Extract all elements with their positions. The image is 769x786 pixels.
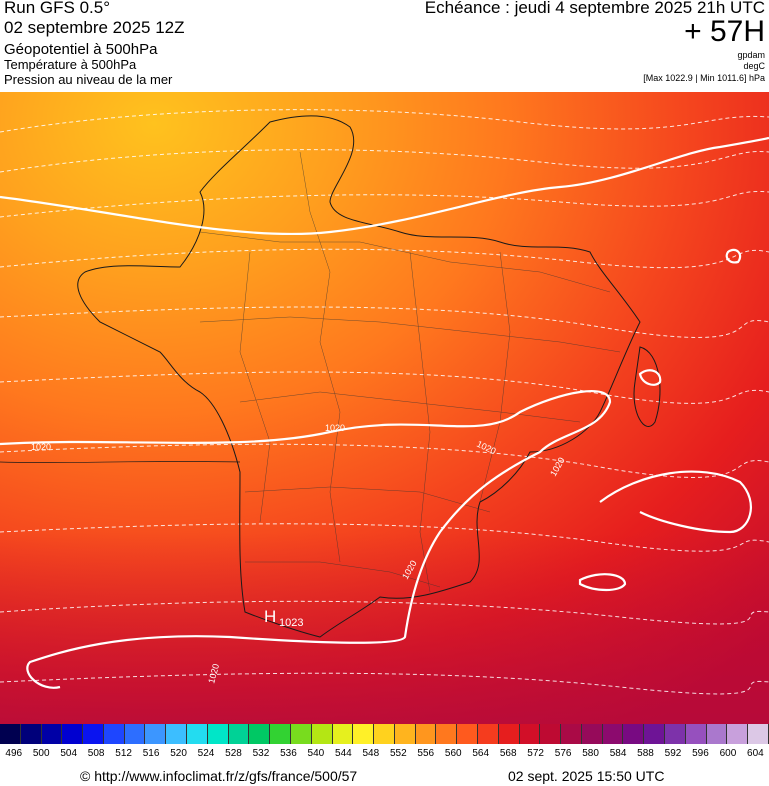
color-swatch: [228, 724, 250, 744]
color-swatch: [353, 724, 375, 744]
color-swatch: [374, 724, 395, 744]
bottom-band: [0, 532, 769, 724]
scale-tick-label: 548: [362, 748, 380, 759]
parameter-geopotential: Géopotentiel à 500hPa: [4, 41, 158, 58]
scale-tick-label: 580: [582, 748, 599, 759]
pressure-max-min: [Max 1022.9 | Min 1011.6] hPa: [643, 73, 765, 83]
isobar-label: 1020: [31, 442, 51, 452]
scale-tick-label: 544: [335, 748, 352, 759]
header: Run GFS 0.5° 02 septembre 2025 12Z Géopo…: [0, 0, 769, 92]
source-url[interactable]: © http://www.infoclimat.fr/z/gfs/france/…: [80, 768, 358, 784]
high-pressure-label: H: [264, 607, 276, 626]
geopotential-contours: [0, 109, 769, 695]
color-swatch: [540, 724, 562, 744]
color-swatch: [187, 724, 208, 744]
color-swatch: [581, 724, 603, 744]
color-swatch: [519, 724, 541, 744]
run-title: Run GFS 0.5°: [4, 0, 111, 17]
color-swatch: [477, 724, 499, 744]
scale-tick-label: 568: [499, 748, 517, 759]
color-swatch: [62, 724, 84, 744]
color-swatch: [249, 724, 271, 744]
color-swatch: [166, 724, 188, 744]
color-swatch: [685, 724, 707, 744]
scale-tick-label: 536: [280, 748, 297, 759]
parameter-pressure: Pression au niveau de la mer: [4, 72, 173, 87]
scale-tick-label: 604: [747, 748, 764, 759]
color-swatch: [706, 724, 728, 744]
unit-gpdam: gpdam: [737, 50, 765, 60]
scale-tick-label: 572: [527, 748, 544, 759]
color-swatch: [498, 724, 520, 744]
color-swatch: [602, 724, 624, 744]
scale-tick-label: 524: [197, 748, 215, 759]
color-swatch: [415, 724, 437, 744]
scale-tick-label: 596: [692, 748, 709, 759]
scale-tick-label: 532: [252, 748, 270, 759]
color-swatch: [665, 724, 686, 744]
scale-tick-label: 552: [389, 748, 407, 759]
high-pressure-value: 1023: [279, 617, 303, 629]
region-borders: [199, 151, 621, 593]
scale-tick-label: 560: [444, 748, 462, 759]
scale-tick-label: 516: [142, 748, 160, 759]
scale-tick-label: 564: [472, 748, 490, 759]
color-swatch: [0, 724, 21, 744]
lead-time: + 57H: [684, 15, 765, 48]
color-swatch: [561, 724, 582, 744]
scale-tick-label: 592: [664, 748, 682, 759]
scale-tick-label: 528: [225, 748, 242, 759]
scale-tick-label: 496: [5, 748, 23, 759]
color-swatch: [644, 724, 665, 744]
parameter-temperature: Température à 500hPa: [4, 57, 137, 72]
color-swatch: [124, 724, 146, 744]
color-swatch: [103, 724, 125, 744]
scale-tick-label: 540: [307, 748, 325, 759]
scale-tick-label: 504: [60, 748, 78, 759]
weather-map: 1020 1020 1020 1020 1020 1020 H 1023: [0, 92, 769, 724]
scale-tick-label: 576: [554, 748, 572, 759]
scale-tick-label: 556: [417, 748, 435, 759]
color-swatch: [748, 724, 769, 744]
color-swatch: [623, 724, 645, 744]
color-swatch: [270, 724, 291, 744]
color-swatch: [145, 724, 167, 744]
color-scale-ticks: 496 500 504 508 512 516 520 524 528 532 536 540 544 5…: [0, 748, 769, 762]
color-scale: [0, 724, 769, 744]
color-swatch: [436, 724, 458, 744]
color-swatch: [727, 724, 749, 744]
isobars: [0, 136, 769, 689]
color-swatch: [311, 724, 333, 744]
generation-timestamp: 02 sept. 2025 15:50 UTC: [508, 768, 665, 784]
scale-tick-label: 500: [32, 748, 50, 759]
color-swatch: [394, 724, 416, 744]
scale-tick-label: 512: [115, 748, 132, 759]
scale-tick-label: 600: [719, 748, 737, 759]
color-swatch: [20, 724, 42, 744]
run-date: 02 septembre 2025 12Z: [4, 18, 185, 37]
scale-tick-label: 508: [87, 748, 105, 759]
isobar-label: 1020: [325, 423, 345, 433]
scale-tick-label: 520: [170, 748, 187, 759]
forecast-validity: Echéance : jeudi 4 septembre 2025 21h UT…: [424, 0, 765, 17]
land-outline: [0, 115, 661, 638]
color-swatch: [207, 724, 229, 744]
color-swatch: [290, 724, 312, 744]
unit-degc: degC: [743, 61, 765, 71]
scale-tick-label: 588: [637, 748, 654, 759]
color-swatch: [41, 724, 63, 744]
color-swatch: [457, 724, 478, 744]
color-swatch: [332, 724, 354, 744]
color-swatch: [83, 724, 104, 744]
scale-tick-label: 584: [609, 748, 627, 759]
